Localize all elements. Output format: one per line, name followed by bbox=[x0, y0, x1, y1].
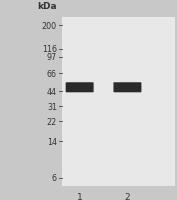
Text: 31: 31 bbox=[47, 102, 57, 111]
FancyBboxPatch shape bbox=[113, 83, 141, 93]
Bar bbox=[62, 18, 175, 186]
Text: 6: 6 bbox=[52, 174, 57, 183]
Text: 14: 14 bbox=[47, 137, 57, 146]
Text: 200: 200 bbox=[42, 21, 57, 30]
Text: 66: 66 bbox=[47, 70, 57, 79]
Text: 22: 22 bbox=[47, 117, 57, 126]
Text: 97: 97 bbox=[47, 53, 57, 62]
Text: kDa: kDa bbox=[37, 2, 57, 11]
Text: 44: 44 bbox=[47, 87, 57, 96]
FancyBboxPatch shape bbox=[66, 83, 94, 93]
Text: 2: 2 bbox=[125, 193, 130, 200]
Text: 1: 1 bbox=[77, 193, 82, 200]
Text: 116: 116 bbox=[42, 45, 57, 54]
